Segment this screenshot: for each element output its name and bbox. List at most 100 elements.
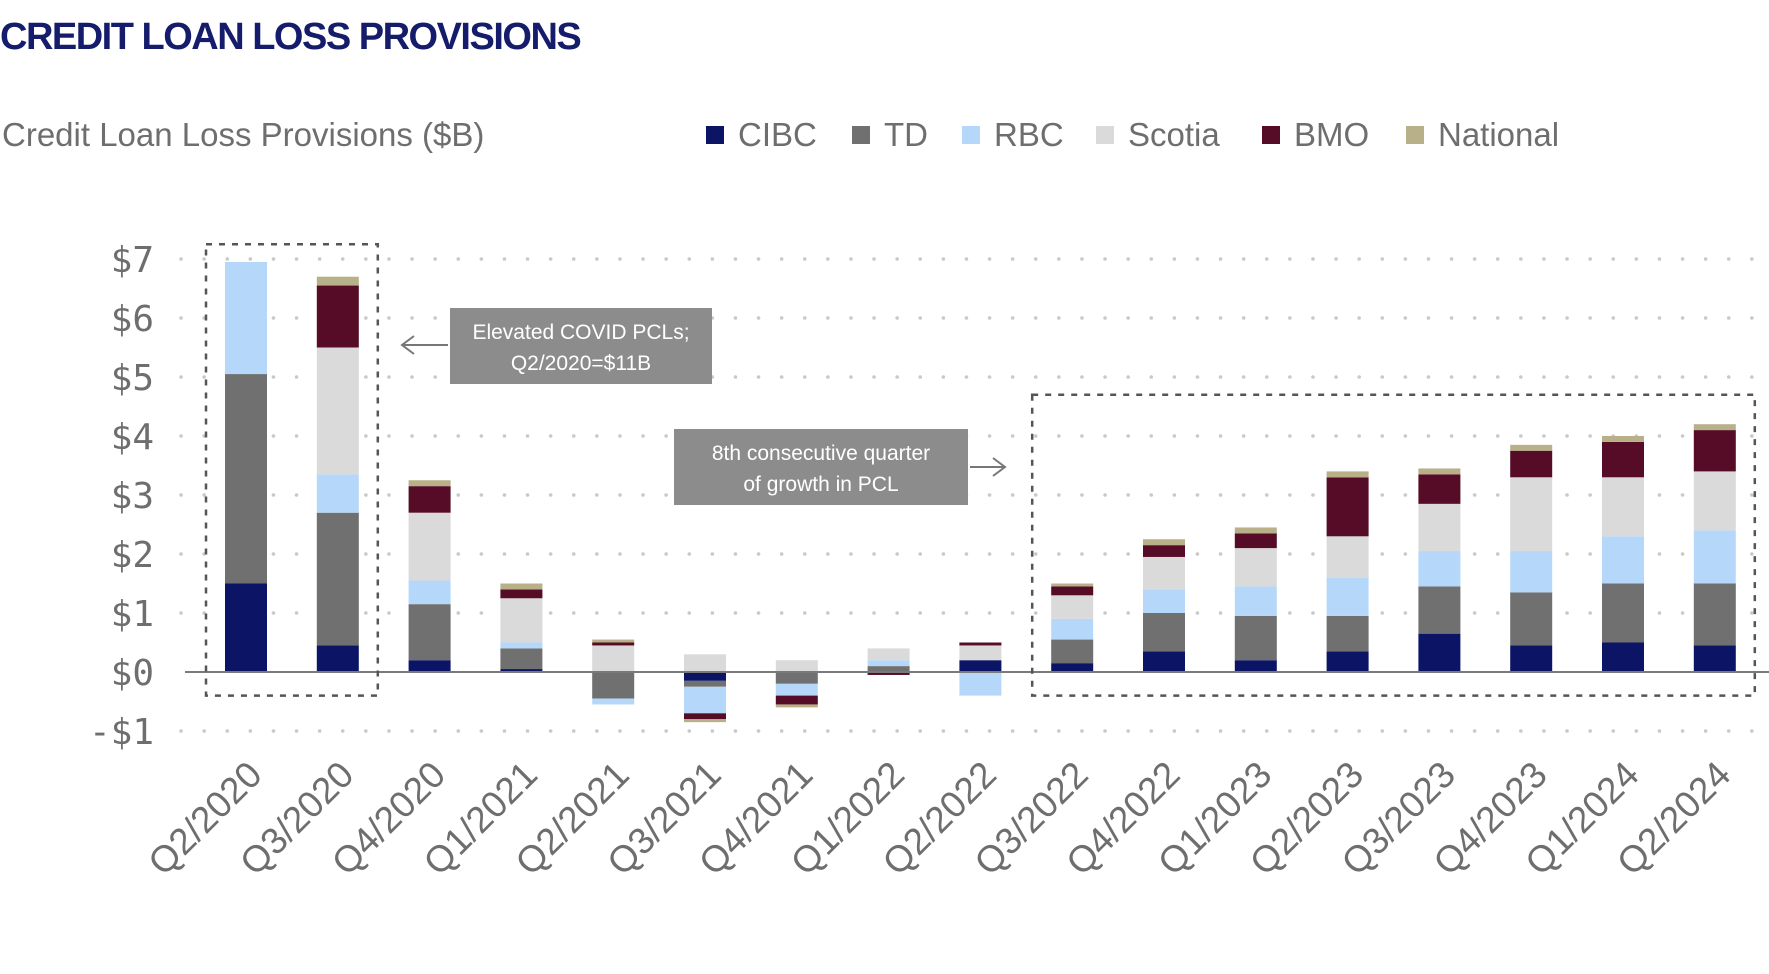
legend-swatch-rbc xyxy=(962,126,980,144)
bar-segment-td xyxy=(1602,583,1644,643)
growth-highlight-box xyxy=(1030,393,1757,697)
chart-legend: CIBC TD RBC Scotia BMO National xyxy=(706,116,1766,156)
bar-segment-rbc xyxy=(1326,577,1369,616)
bar-segment-national xyxy=(1143,539,1185,546)
bar-segment-td xyxy=(1143,613,1185,652)
bar-segment-cibc xyxy=(225,583,267,672)
bar-segment-rbc xyxy=(1418,551,1461,587)
legend-swatch-bmo xyxy=(1262,126,1280,144)
bar-segment-bmo xyxy=(1326,477,1369,537)
bar-segment-td xyxy=(1418,586,1461,634)
bar-segment-cibc xyxy=(1143,651,1185,672)
bar-segment-td xyxy=(1326,615,1369,652)
bar-segment-rbc xyxy=(1510,551,1553,593)
y-tick-label: $0 xyxy=(111,653,154,694)
y-tick-label: $4 xyxy=(111,417,154,458)
arrow-left-icon xyxy=(400,335,448,355)
covid-annotation-line-1: Elevated COVID PCLs; xyxy=(472,321,689,344)
bar-segment-td xyxy=(1051,639,1094,664)
chart-title: Credit Loan Loss Provisions ($B) xyxy=(2,116,485,153)
covid-annotation: Elevated COVID PCLs; Q2/2020=$11B xyxy=(400,308,712,384)
covid-annotation-line-2: Q2/2020=$11B xyxy=(511,352,651,375)
arrow-right-icon xyxy=(970,457,1007,477)
legend-item-rbc: RBC xyxy=(962,116,1064,154)
bar-segment-cibc xyxy=(1693,645,1736,672)
y-tick-label: $3 xyxy=(111,476,154,517)
bar-segment-national xyxy=(1326,471,1369,478)
bar-segment-cibc xyxy=(1510,645,1553,672)
bar-segment-td xyxy=(775,672,818,684)
page-title: CREDIT LOAN LOSS PROVISIONS xyxy=(0,16,582,58)
bar-segment-national xyxy=(1418,468,1461,475)
bar-segment-td xyxy=(867,666,910,672)
growth-annotation: 8th consecutive quarter of growth in PCL xyxy=(674,429,1007,505)
bar-segment-bmo xyxy=(592,642,635,646)
bar-segment-bmo xyxy=(1418,474,1461,504)
bar-segment-rbc xyxy=(1234,586,1277,616)
bar-segment-td xyxy=(225,374,267,584)
bar-segment-td xyxy=(1510,592,1553,646)
legend-item-national: National xyxy=(1406,116,1559,154)
bar-segment-cibc xyxy=(408,660,451,672)
bar-segment-scotia xyxy=(1418,503,1461,552)
bar-segment-bmo xyxy=(684,713,726,720)
bar-segment-national xyxy=(1602,436,1644,442)
bar-segment-rbc xyxy=(500,642,543,649)
bar-segment-national xyxy=(500,583,543,590)
bar-segment-scotia xyxy=(1143,556,1185,590)
bar-segment-scotia xyxy=(1602,477,1644,537)
y-axis-ticks: -$1 $0 $1 $2 $3 $4 $5 $6 $7 xyxy=(89,240,154,753)
bars xyxy=(225,261,1736,723)
bar-segment-bmo xyxy=(1051,586,1094,596)
bar-segment-cibc xyxy=(1326,651,1369,672)
bar-segment-rbc xyxy=(1693,530,1736,584)
bar-segment-rbc xyxy=(1602,536,1644,584)
bar-segment-national xyxy=(1234,527,1277,534)
y-tick-label: $5 xyxy=(111,358,154,399)
bar-segment-rbc xyxy=(408,580,451,605)
bar-segment-cibc xyxy=(500,669,543,672)
y-tick-label: $7 xyxy=(111,240,154,281)
legend-swatch-scotia xyxy=(1096,126,1114,144)
bar-segment-national xyxy=(316,276,359,286)
bar-segment-td xyxy=(500,648,543,670)
bar-segment-rbc xyxy=(684,686,726,714)
bar-segment-national xyxy=(408,480,451,487)
legend-label-rbc: RBC xyxy=(994,116,1064,153)
bar-segment-rbc xyxy=(316,474,359,513)
covid-annotation-box xyxy=(450,308,712,384)
bar-segment-national xyxy=(775,704,818,708)
bar-segment-national xyxy=(684,719,726,723)
bar-segment-scotia xyxy=(1234,548,1277,587)
bar-segment-national xyxy=(1051,583,1094,587)
legend-item-bmo: BMO xyxy=(1262,116,1369,154)
bar-segment-bmo xyxy=(1234,533,1277,549)
bar-segment-scotia xyxy=(1051,595,1094,619)
legend-label-td: TD xyxy=(884,116,928,153)
bar-segment-cibc xyxy=(684,672,726,681)
bar-segment-scotia xyxy=(775,660,818,672)
bar-segment-national xyxy=(1693,424,1736,431)
bar-segment-rbc xyxy=(959,672,1002,696)
bar-segment-rbc xyxy=(775,683,818,696)
y-tick-label: $6 xyxy=(111,299,154,340)
bar-segment-scotia xyxy=(684,654,726,672)
legend-item-scotia: Scotia xyxy=(1096,116,1220,154)
bar-segment-scotia xyxy=(316,347,359,475)
bar-segment-scotia xyxy=(408,512,451,581)
y-tick-label: $2 xyxy=(111,535,154,576)
bar-segment-cibc xyxy=(316,645,359,672)
bar-segment-national xyxy=(1510,444,1553,451)
bar-segment-bmo xyxy=(775,695,818,705)
bar-segment-rbc xyxy=(1143,589,1185,613)
bar-segment-cibc xyxy=(959,660,1002,672)
bar-segment-td xyxy=(684,680,726,687)
bar-segment-cibc xyxy=(1602,642,1644,672)
bar-segment-bmo xyxy=(1510,450,1553,478)
bar-segment-scotia xyxy=(1693,471,1736,531)
bar-segment-bmo xyxy=(959,642,1002,646)
bar-segment-scotia xyxy=(1510,477,1553,552)
bar-segment-cibc xyxy=(1234,660,1277,672)
x-axis-labels: Q2/2020Q3/2020Q4/2020Q1/2021Q2/2021Q3/20… xyxy=(140,754,1738,883)
legend-label-scotia: Scotia xyxy=(1128,116,1220,153)
